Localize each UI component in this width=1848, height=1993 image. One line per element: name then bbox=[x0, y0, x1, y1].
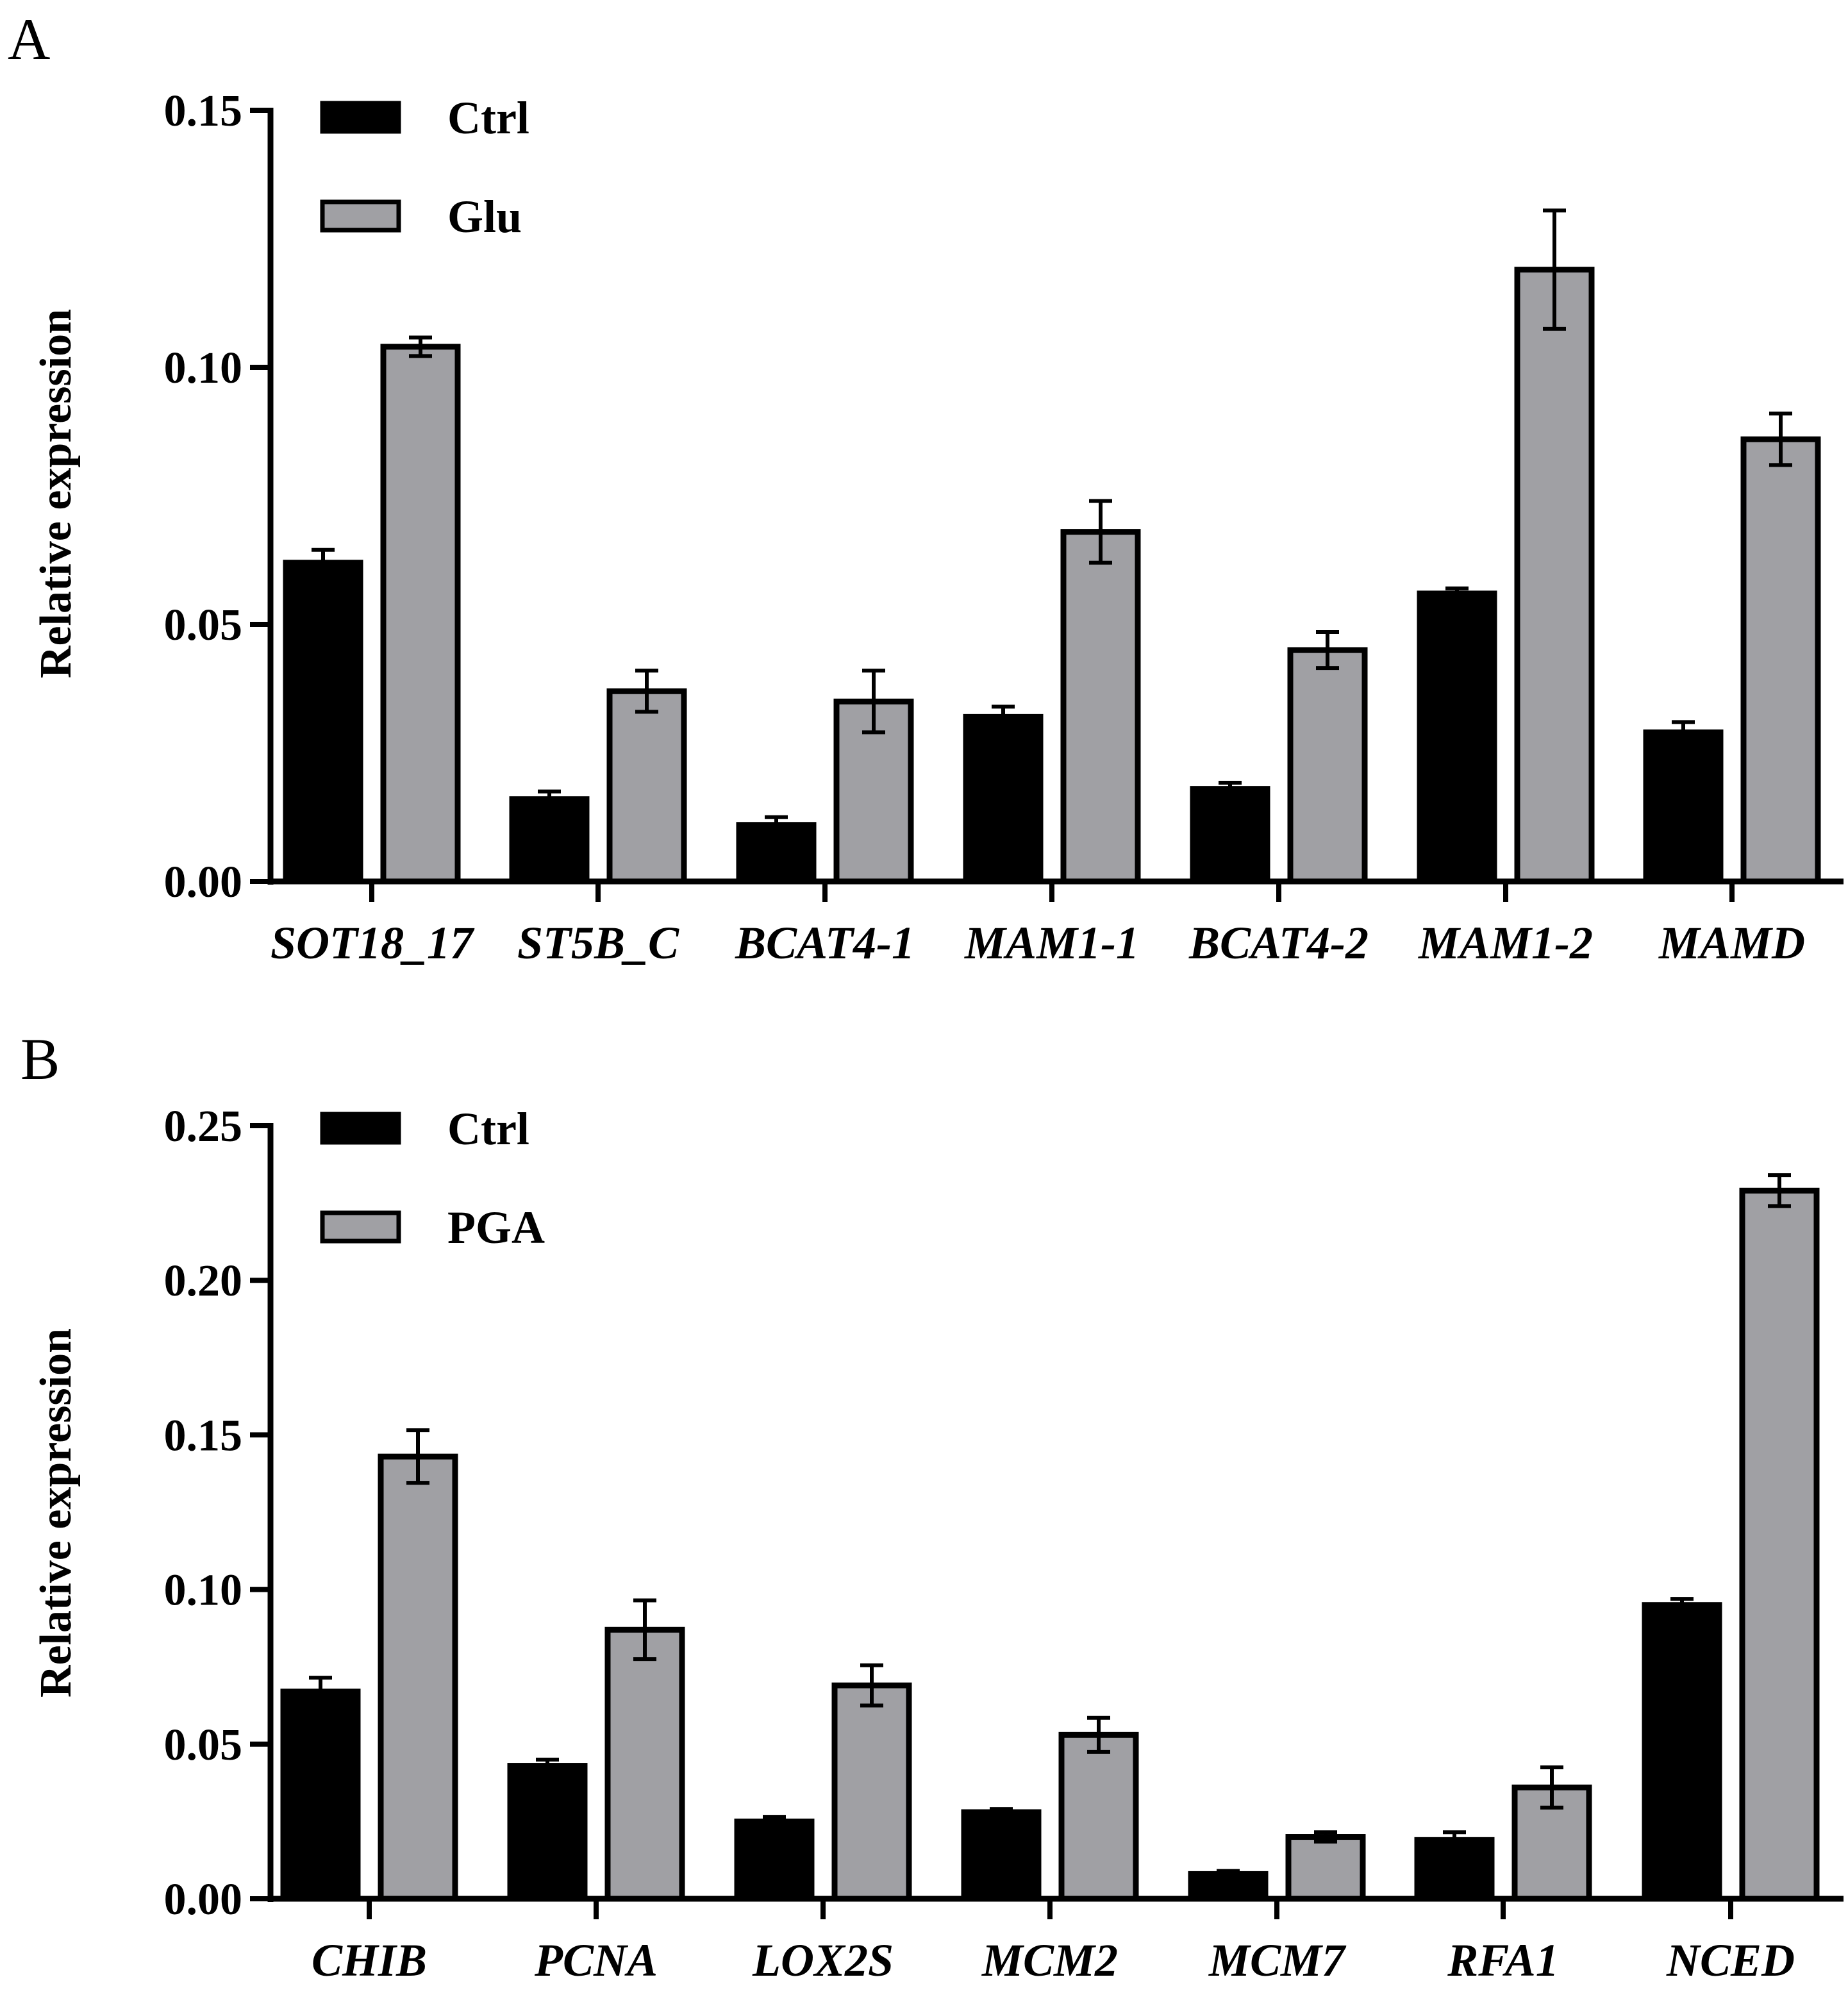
panel-a-x-tick-label: BCAT4-1 bbox=[735, 917, 915, 969]
panel-a-bar-ctrl bbox=[963, 713, 1044, 885]
panel-b-bar-ctrl bbox=[961, 1809, 1042, 1902]
panel-a-legend-swatch-ctrl bbox=[320, 101, 401, 134]
panel-b-x-tick-label: CHIB bbox=[312, 1935, 427, 1986]
panel-a-bar-glu bbox=[606, 688, 687, 885]
panel-a-bar-glu bbox=[1060, 529, 1141, 885]
panel-b-chart: B Relative expression 0.00 0.05 0.10 0.15 0.… bbox=[21, 1026, 1844, 1986]
panel-b-x-tick-label: NCED bbox=[1666, 1935, 1795, 1986]
panel-a-bar-glu bbox=[380, 344, 461, 885]
panel-b-bar-pga bbox=[831, 1682, 912, 1902]
panel-b-legend-swatch-ctrl bbox=[320, 1112, 401, 1145]
panel-a-bar-glu bbox=[1287, 647, 1368, 885]
panel-b-x-tick-label: MCM2 bbox=[981, 1935, 1118, 1986]
panel-b-x-tick-label: LOX2S bbox=[752, 1935, 894, 1986]
panel-b-y-tick-label: 0.00 bbox=[164, 1875, 243, 1924]
panel-b-y-tick-label: 0.05 bbox=[164, 1721, 243, 1770]
panel-b-y-tick-label: 0.25 bbox=[164, 1102, 243, 1151]
panel-a-y-tick-label: 0.15 bbox=[164, 87, 243, 136]
panel-b-bar-ctrl bbox=[1414, 1837, 1495, 1902]
panel-a-bar-glu bbox=[1740, 436, 1821, 885]
panel-a-bar-ctrl bbox=[509, 796, 590, 885]
panel-b-x-tick-label: RFA1 bbox=[1447, 1935, 1558, 1986]
panel-b-y-axis-title: Relative expression bbox=[31, 1328, 81, 1697]
panel-b-bar-pga bbox=[1739, 1187, 1820, 1902]
panel-a-x-tick-label: ST5B_C bbox=[517, 917, 679, 969]
panel-b-bar-pga bbox=[1285, 1834, 1366, 1902]
panel-a-y-tick-label: 0.05 bbox=[164, 601, 243, 650]
panel-b-y-tick-label: 0.10 bbox=[164, 1566, 243, 1615]
panel-a-legend-label-ctrl: Ctrl bbox=[447, 92, 529, 144]
panel-a-x-tick-label: MAM1-1 bbox=[964, 917, 1139, 969]
panel-a-x-tick-label: MAM1-2 bbox=[1418, 917, 1593, 969]
panel-a-bar-ctrl bbox=[283, 560, 363, 885]
panel-a-x-tick-label: MAMD bbox=[1658, 917, 1805, 969]
panel-b-bar-pga bbox=[378, 1453, 458, 1902]
panel-b-x-tick-label: MCM7 bbox=[1208, 1935, 1347, 1986]
panel-b-y-tick-label: 0.15 bbox=[164, 1411, 243, 1460]
panel-a-bar-glu bbox=[1514, 267, 1595, 885]
panel-b-x-tick-label: PCNA bbox=[534, 1935, 658, 1986]
panel-b-bar-ctrl bbox=[280, 1689, 361, 1902]
panel-b-bar-ctrl bbox=[1642, 1602, 1722, 1902]
panel-a-letter: A bbox=[8, 6, 50, 72]
panel-a-legend-label-glu: Glu bbox=[447, 191, 522, 242]
panel-b-legend-swatch-pga bbox=[320, 1210, 401, 1244]
panel-a-y-axis-title: Relative expression bbox=[31, 309, 81, 678]
panel-b-legend-label-ctrl: Ctrl bbox=[447, 1103, 529, 1155]
panel-a-legend-swatch-glu bbox=[320, 199, 401, 233]
panel-a-bar-ctrl bbox=[1190, 786, 1270, 885]
panel-a-y-tick-label: 0.00 bbox=[164, 858, 243, 907]
panel-a-chart: A Relative expression 0.00 0.05 0.10 0.15 SO… bbox=[8, 6, 1844, 969]
panel-a-x-tick-label: BCAT4-2 bbox=[1188, 917, 1369, 969]
panel-b-y-tick-label: 0.20 bbox=[164, 1256, 243, 1306]
panel-b-bar-pga bbox=[604, 1626, 685, 1902]
panel-a-bar-ctrl bbox=[1643, 729, 1724, 885]
panel-b-letter: B bbox=[21, 1026, 60, 1092]
panel-b-bar-ctrl bbox=[734, 1818, 815, 1902]
panel-a-y-tick-label: 0.10 bbox=[164, 344, 243, 393]
panel-a-bar-ctrl bbox=[1417, 590, 1497, 885]
panel-b-bar-ctrl bbox=[507, 1763, 588, 1902]
panel-b-bar-pga bbox=[1058, 1731, 1139, 1902]
panel-a-x-tick-label: SOT18_17 bbox=[271, 917, 475, 969]
panel-b-legend-label-pga: PGA bbox=[447, 1202, 545, 1253]
